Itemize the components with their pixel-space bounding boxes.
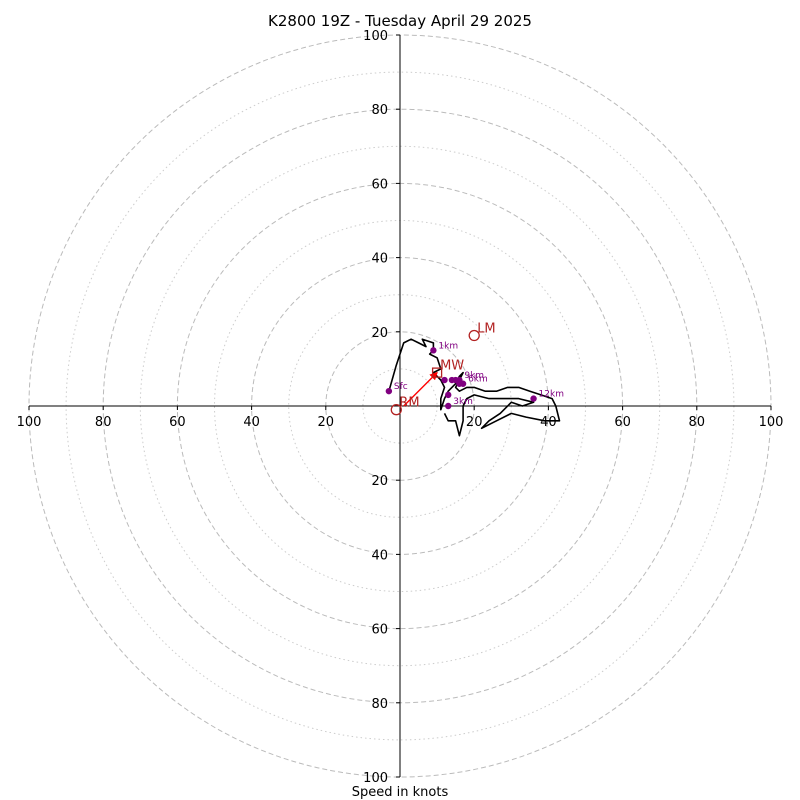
height-label: Sfc [394,382,408,392]
storm-motion-label: LM [477,322,495,337]
shear-vector-arrow [403,371,438,407]
storm-motion-marker [390,404,402,416]
hodograph-trace-line [388,338,561,437]
height-point [459,380,467,387]
x-tick-label: 40 [243,415,260,430]
y-tick-label: 40 [371,252,388,267]
tick-labels: 100 80 60 40 20 20 40 60 80 100 100 80 60 40 20 20 40 60 8… [17,29,784,786]
height-label: 3km [453,397,473,407]
y-tick-label: 100 [363,29,388,44]
x-tick-label: 40 [540,415,557,430]
x-tick-label: 80 [95,415,112,430]
storm-motion-group: LM RM MW [390,322,496,416]
y-tick-label: 40 [371,548,388,563]
y-tick-label: 60 [371,177,388,192]
storm-motion-label: RM [399,396,419,411]
height-point [445,402,452,410]
height-label: 9km [464,371,484,381]
x-tick-label: 60 [614,415,631,430]
chart-title: K2800 19Z - Tuesday April 29 2025 [268,12,532,30]
x-tick-label: 60 [169,415,186,430]
height-label: 12km [539,390,564,400]
y-tick-label: 80 [371,103,388,118]
x-tick-label: 80 [689,415,706,430]
height-point [530,395,537,402]
hodograph-trace-group [388,338,561,437]
height-point [430,347,437,354]
x-tick-label: 20 [466,415,483,430]
x-tick-label: 20 [318,415,335,430]
y-tick-label: 100 [363,771,388,786]
height-label: 6km [468,375,488,385]
y-tick-label: 80 [371,697,388,712]
y-tick-label: 20 [371,474,388,489]
x-tick-label: 100 [759,415,784,430]
height-label: 1km [438,341,458,351]
storm-motion-marker [431,367,443,378]
x-tick-label: 100 [17,415,42,430]
storm-motion-label: MW [440,359,464,374]
height-point [441,376,448,384]
y-tick-label: 20 [371,326,388,341]
height-point [385,387,393,395]
height-point [445,391,452,399]
storm-motion-marker [468,329,480,342]
y-tick-label: 60 [371,623,388,638]
x-axis-label: Speed in knots [352,785,449,800]
shear-vector-group [403,371,438,407]
